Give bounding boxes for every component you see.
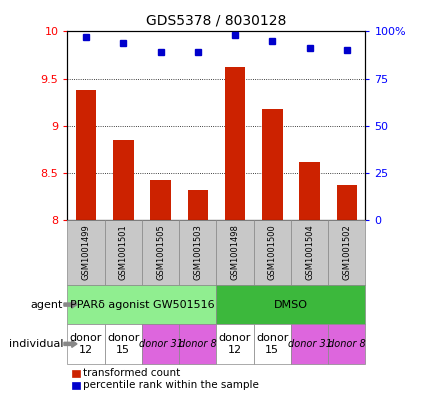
Text: GDS5378 / 8030128: GDS5378 / 8030128: [146, 13, 286, 28]
Text: agent: agent: [31, 299, 63, 310]
Text: GSM1001502: GSM1001502: [342, 225, 351, 280]
Text: individual: individual: [9, 339, 63, 349]
Text: donor 8: donor 8: [178, 339, 216, 349]
Text: GSM1001504: GSM1001504: [304, 225, 313, 280]
Bar: [261, 109, 282, 220]
Text: donor 8: donor 8: [327, 339, 365, 349]
Bar: [224, 67, 245, 220]
Bar: [299, 162, 319, 220]
Text: donor 31: donor 31: [287, 339, 331, 349]
Text: PPARδ agonist GW501516: PPARδ agonist GW501516: [69, 299, 214, 310]
Bar: [187, 190, 207, 220]
Text: GSM1001501: GSM1001501: [118, 225, 128, 280]
Text: donor
12: donor 12: [218, 333, 251, 354]
Text: percentile rank within the sample: percentile rank within the sample: [83, 380, 258, 390]
Bar: [336, 185, 356, 220]
Text: GSM1001499: GSM1001499: [81, 225, 90, 280]
Bar: [150, 180, 171, 220]
Text: donor 31: donor 31: [138, 339, 182, 349]
Text: GSM1001500: GSM1001500: [267, 225, 276, 280]
Text: donor
15: donor 15: [107, 333, 139, 354]
Bar: [113, 140, 133, 220]
Text: GSM1001503: GSM1001503: [193, 224, 202, 281]
Text: GSM1001498: GSM1001498: [230, 224, 239, 281]
Text: donor
15: donor 15: [256, 333, 288, 354]
Text: donor
12: donor 12: [70, 333, 102, 354]
Bar: [76, 90, 96, 220]
Text: transformed count: transformed count: [83, 368, 180, 378]
Text: DMSO: DMSO: [273, 299, 307, 310]
Text: GSM1001505: GSM1001505: [156, 225, 164, 280]
